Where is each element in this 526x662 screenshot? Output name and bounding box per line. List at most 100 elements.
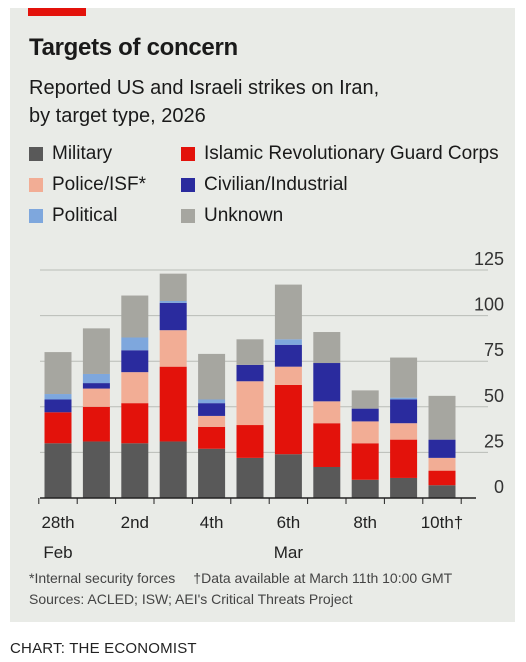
- legend-item-military: Military: [29, 143, 112, 165]
- bar-segment: [44, 394, 72, 400]
- x-tick-label: 6th: [277, 513, 301, 532]
- bar-segment: [198, 399, 226, 404]
- y-tick-label: 100: [474, 295, 504, 315]
- bar-segment: [236, 364, 264, 382]
- bar-segment: [390, 477, 418, 498]
- bar-segment: [428, 395, 456, 440]
- bar-segment: [198, 426, 226, 449]
- bar-segment: [390, 397, 418, 400]
- bar-segment: [159, 302, 187, 331]
- bar-segment: [274, 454, 302, 498]
- bar-segment: [351, 443, 379, 480]
- footnote-line-1: *Internal security forces †Data available…: [29, 568, 509, 589]
- legend-label-unknown: Unknown: [204, 205, 284, 226]
- bars: [44, 273, 456, 498]
- bar-segment: [44, 352, 72, 395]
- bar-segment: [121, 350, 149, 373]
- bar-segment: [121, 372, 149, 404]
- bar-segment: [390, 357, 418, 398]
- bar-segment: [198, 403, 226, 416]
- y-tick-label: 50: [484, 386, 504, 406]
- legend-label-police: Police/ISF*: [52, 174, 146, 195]
- legend-item-irgc: Islamic Revolutionary Guard Corps: [181, 143, 499, 165]
- bar-segment: [428, 457, 456, 471]
- bar-segment: [82, 373, 110, 384]
- bar-segment: [198, 448, 226, 498]
- bar-segment: [44, 443, 72, 498]
- footnote-isf: *Internal security forces: [29, 570, 176, 586]
- legend-label-civilian: Civilian/Industrial: [204, 174, 348, 195]
- x-tick-label: 10th†: [421, 513, 464, 532]
- bar-segment: [313, 363, 341, 402]
- bar-segment: [159, 273, 187, 302]
- x-tick-label: 8th: [353, 513, 377, 532]
- bar-segment: [121, 403, 149, 444]
- bar-segment: [159, 301, 187, 303]
- chart-panel: Targets of concern Reported US and Israe…: [10, 8, 515, 622]
- bar-segment: [390, 423, 418, 440]
- bar-segment: [274, 339, 302, 345]
- subtitle-line-1: Reported US and Israeli strikes on Iran,: [29, 77, 380, 99]
- bar-segment: [351, 421, 379, 444]
- chart-title: Targets of concern: [29, 34, 238, 61]
- legend-label-political: Political: [52, 205, 118, 226]
- bar-segment: [82, 388, 110, 407]
- y-tick-label: 75: [484, 340, 504, 360]
- bar-segment: [121, 295, 149, 338]
- y-tick-label: 0: [494, 477, 504, 497]
- x-tick-label: 28th: [41, 513, 74, 532]
- legend-swatch-civilian: [181, 178, 195, 192]
- bar-segment: [236, 381, 264, 426]
- bar-segment: [82, 328, 110, 374]
- legend-swatch-political: [29, 209, 43, 223]
- bar-segment: [82, 441, 110, 498]
- legend-item-unknown: Unknown: [181, 205, 283, 227]
- bar-segment: [159, 441, 187, 498]
- bar-segment: [351, 408, 379, 422]
- bar-segment: [159, 330, 187, 367]
- bar-segment: [198, 415, 226, 427]
- legend-swatch-military: [29, 147, 43, 161]
- y-tick-label: 125: [474, 249, 504, 269]
- x-month-label: Mar: [274, 543, 304, 562]
- legend-swatch-police: [29, 178, 43, 192]
- legend-item-police: Police/ISF*: [29, 174, 146, 196]
- bar-segment: [390, 439, 418, 478]
- bar-segment: [236, 425, 264, 458]
- bar-segment: [428, 485, 456, 498]
- bar-segment: [351, 390, 379, 409]
- bar-segment: [44, 412, 72, 444]
- subtitle-line-2: by target type, 2026: [29, 105, 206, 127]
- x-tick-label: 2nd: [121, 513, 149, 532]
- bar-segment: [121, 443, 149, 498]
- bar-segment: [198, 353, 226, 400]
- chart-subtitle: Reported US and Israeli strikes on Iran,…: [29, 74, 499, 130]
- footnote-data-availability: †Data available at March 11th 10:00 GMT: [193, 570, 453, 586]
- bar-segment: [313, 423, 341, 467]
- bar-segment: [274, 384, 302, 455]
- bar-segment: [44, 399, 72, 413]
- bar-segment: [313, 401, 341, 424]
- bar-segment: [82, 406, 110, 442]
- footnote-sources: Sources: ACLED; ISW; AEI's Critical Thre…: [29, 591, 353, 607]
- bar-segment: [274, 284, 302, 340]
- bar-segment: [428, 470, 456, 486]
- bar-segment: [351, 479, 379, 498]
- bar-segment: [159, 366, 187, 442]
- legend-item-political: Political: [29, 205, 117, 227]
- legend-item-civilian: Civilian/Industrial: [181, 174, 348, 196]
- bar-segment: [390, 399, 418, 424]
- bar-segment: [313, 466, 341, 498]
- bar-segment: [313, 332, 341, 364]
- bar-segment: [236, 457, 264, 498]
- legend-swatch-irgc: [181, 147, 195, 161]
- legend-label-irgc: Islamic Revolutionary Guard Corps: [204, 143, 499, 164]
- legend-swatch-unknown: [181, 209, 195, 223]
- bar-segment: [82, 383, 110, 389]
- bar-segment: [121, 337, 149, 351]
- stacked-bar-chart: 0 25 50 75 100 125 28th 2nd 4th 6th 8th 10th† Feb Mar: [38, 249, 504, 562]
- red-accent-tag: [28, 8, 86, 16]
- bar-segment: [236, 339, 264, 365]
- x-month-label: Feb: [43, 543, 72, 562]
- legend-label-military: Military: [52, 143, 113, 164]
